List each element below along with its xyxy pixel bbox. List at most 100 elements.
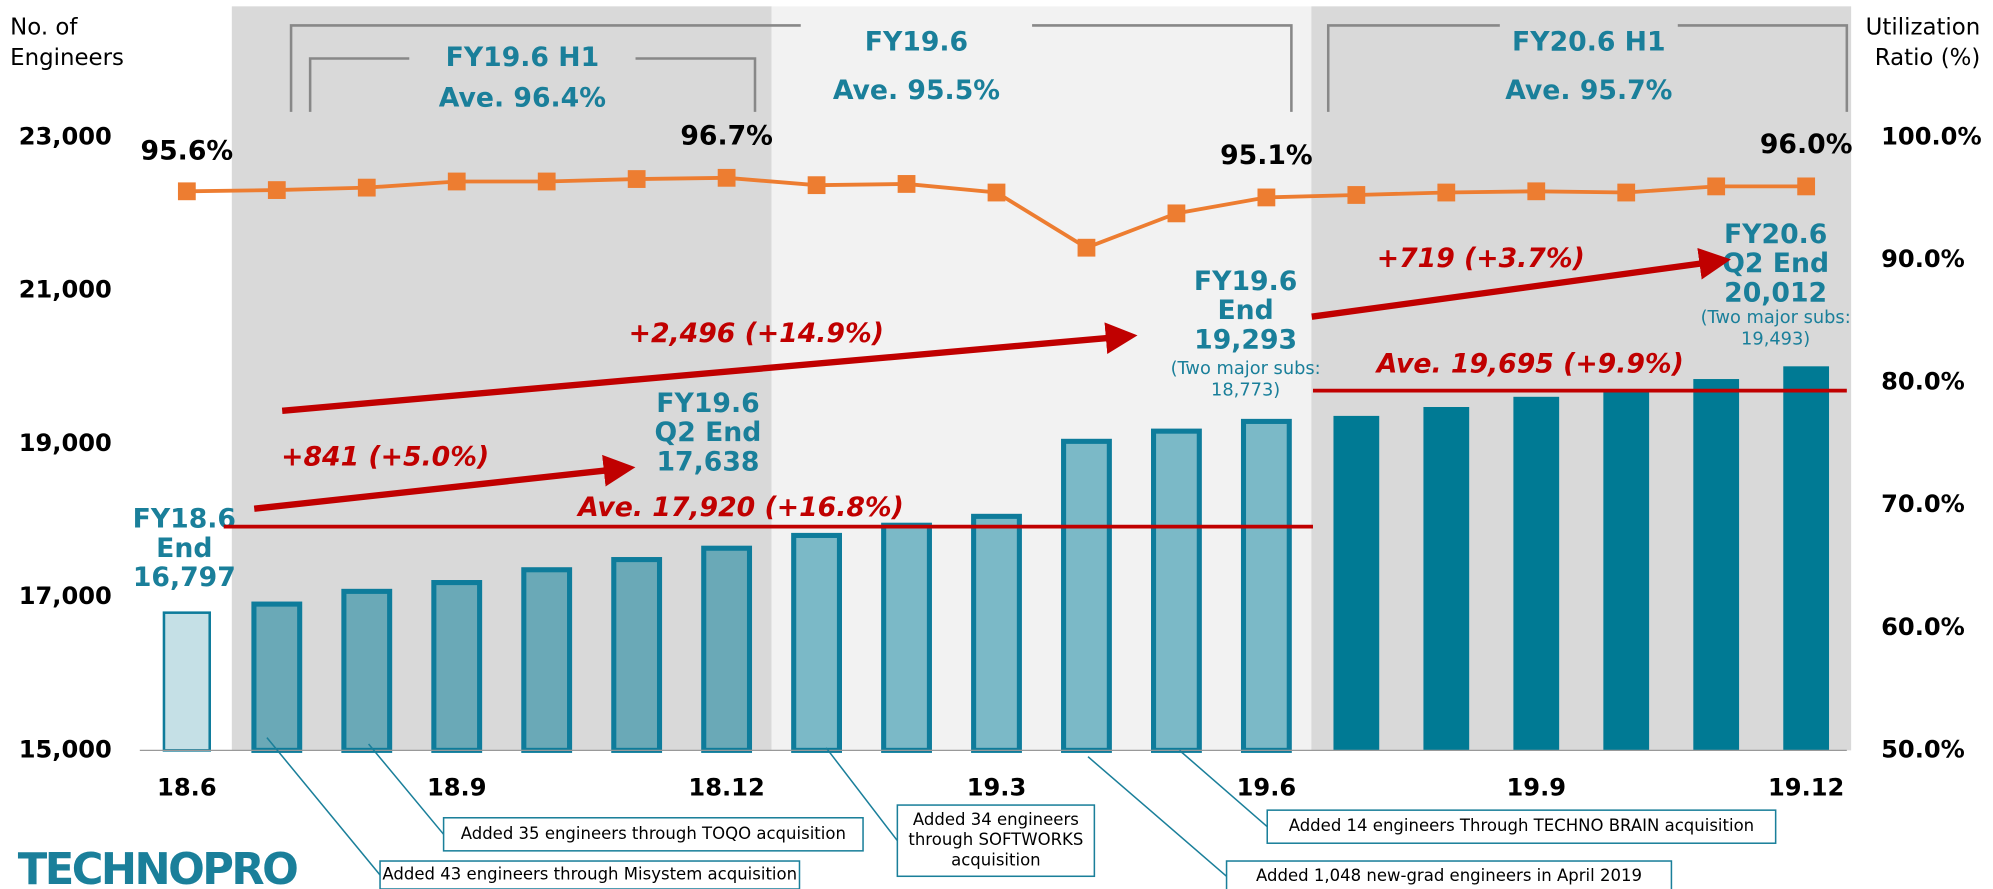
bar — [1240, 418, 1292, 753]
callout-box — [896, 804, 1096, 878]
callout-leader — [1179, 749, 1268, 828]
line-marker — [717, 168, 736, 187]
line-marker — [1797, 177, 1816, 196]
callout-leader — [825, 747, 898, 842]
line-marker — [447, 172, 466, 191]
line-marker — [1347, 186, 1366, 204]
callout-text: Added 43 engineers through Misystem acqu… — [382, 865, 797, 884]
line-marker — [627, 170, 646, 188]
bar-value-label: 19,293 — [1194, 324, 1297, 355]
period-shade — [1311, 6, 1852, 751]
callout-leader — [368, 743, 445, 835]
line-value-label: 96.7% — [680, 121, 773, 152]
bar — [251, 601, 303, 753]
bar — [1513, 396, 1560, 751]
line-marker — [1707, 177, 1726, 196]
bar — [1693, 379, 1740, 751]
callout-text: Added 35 engineers through TOQO acquisit… — [461, 824, 846, 843]
bar — [431, 580, 483, 753]
bar-note: FY19.6 — [1194, 266, 1297, 297]
sub-note: (Two major subs: — [1701, 307, 1851, 328]
callout-box — [379, 860, 801, 889]
bar — [1333, 415, 1380, 751]
period-average: Ave. 95.7% — [1505, 75, 1672, 106]
line-marker — [807, 176, 826, 195]
y2-tick-label: 70.0% — [1881, 490, 1965, 518]
period-title: FY19.6 — [865, 27, 968, 58]
callout-text: Added 1,048 new-grad engineers in April … — [1256, 866, 1642, 885]
callout-text: acquisition — [951, 851, 1041, 870]
bar — [611, 557, 663, 753]
line-value-label: 96.0% — [1760, 129, 1853, 160]
callout-box — [442, 817, 864, 852]
period-average: Ave. 95.5% — [833, 75, 1000, 106]
bar-note: End — [156, 533, 212, 564]
x-tick-label: 18.12 — [688, 774, 764, 802]
period-shade — [231, 6, 772, 751]
callout-leader — [1087, 756, 1228, 877]
y2-axis-title: Utilization — [1866, 14, 1981, 40]
callout-text: through SOFTWORKS — [908, 830, 1083, 849]
bar-note: FY19.6 — [656, 388, 759, 419]
growth-label: +841 (+5.0%) — [281, 441, 489, 472]
y-tick-label: 15,000 — [19, 735, 112, 763]
y2-tick-label: 50.0% — [1881, 735, 1965, 763]
bar-note: Q2 End — [1722, 248, 1829, 279]
y2-tick-label: 60.0% — [1881, 613, 1965, 641]
line-marker — [537, 172, 556, 191]
growth-arrow — [281, 322, 1138, 414]
bar — [341, 588, 393, 753]
y2-tick-label: 100.0% — [1881, 122, 1982, 150]
callout-leader — [266, 737, 381, 876]
bar — [521, 567, 573, 753]
bar-note: End — [1217, 295, 1273, 326]
x-tick-label: 18.9 — [427, 774, 487, 802]
x-tick-label: 19.6 — [1237, 774, 1297, 802]
bar — [162, 611, 211, 752]
line-marker — [1617, 183, 1636, 202]
y-tick-label: 23,000 — [19, 122, 112, 150]
y-axis-title: Engineers — [10, 45, 124, 71]
growth-label: +719 (+3.7%) — [1377, 243, 1585, 274]
x-tick-label: 19.9 — [1506, 774, 1566, 802]
line-marker — [177, 182, 196, 201]
bracket — [289, 24, 1293, 112]
bar-value-label: 17,638 — [656, 446, 759, 477]
sub-note: 18,773) — [1211, 379, 1280, 400]
y-tick-label: 19,000 — [19, 429, 112, 457]
bar — [791, 532, 842, 753]
line-marker — [1257, 188, 1276, 207]
period-title: FY20.6 H1 — [1512, 27, 1666, 58]
bar — [1783, 366, 1830, 751]
sub-note: 19,493) — [1741, 329, 1810, 350]
period-title: FY19.6 H1 — [446, 42, 600, 73]
bar — [881, 522, 932, 753]
line-value-label: 95.1% — [1220, 140, 1313, 171]
bar — [1061, 438, 1112, 753]
line-marker — [1167, 204, 1186, 223]
line-marker — [357, 178, 376, 197]
bar-value-label: 16,797 — [133, 562, 236, 593]
ref-label: Ave. 19,695 (+9.9%) — [1375, 349, 1684, 380]
line-marker — [267, 181, 286, 199]
bar-value-label: 20,012 — [1724, 277, 1827, 308]
growth-arrow — [1311, 247, 1731, 320]
y-tick-label: 21,000 — [19, 276, 112, 304]
callout-box — [1225, 860, 1673, 889]
callout-text: Added 34 engineers — [913, 810, 1079, 829]
line-marker — [1077, 238, 1096, 257]
period-shade — [771, 6, 1312, 751]
y2-tick-label: 80.0% — [1881, 368, 1965, 396]
bar — [1423, 407, 1470, 751]
callout-box — [1266, 809, 1777, 844]
bracket — [308, 57, 757, 112]
line-marker — [897, 175, 916, 193]
x-tick-label: 18.6 — [157, 774, 217, 802]
line-value-label: 95.6% — [141, 135, 234, 166]
bar — [1151, 428, 1202, 753]
sub-note: (Two major subs: — [1171, 358, 1321, 379]
y-axis-title: No. of — [10, 14, 78, 40]
bar-note: FY20.6 — [1724, 219, 1827, 250]
